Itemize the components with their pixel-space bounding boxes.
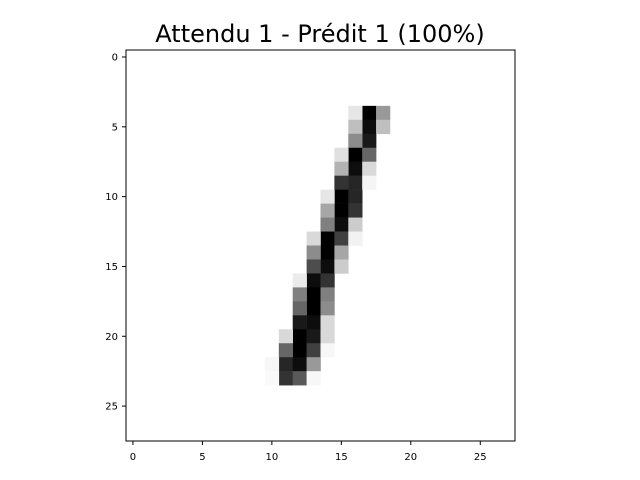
heatmap-cell — [292, 273, 307, 288]
plot-area — [125, 49, 516, 442]
heatmap-cell — [278, 329, 294, 344]
heatmap-cell — [320, 301, 335, 316]
heatmap-cell — [320, 287, 335, 302]
y-tick-label: 10 — [105, 192, 118, 203]
heatmap-cell — [362, 147, 377, 163]
heatmap-cell — [348, 161, 363, 176]
heatmap-cell — [278, 357, 294, 372]
heatmap-cell — [362, 105, 377, 121]
heatmap-cell — [348, 147, 363, 163]
heatmap-cell — [292, 357, 307, 372]
heatmap-cell — [376, 119, 391, 135]
heatmap-cell — [278, 343, 294, 358]
heatmap-cell — [334, 245, 349, 260]
heatmap-cell — [348, 175, 363, 190]
chart-title: Attendu 1 - Prédit 1 (100%) — [155, 20, 484, 48]
heatmap-cell — [348, 203, 363, 218]
heatmap-cell — [334, 203, 349, 218]
x-tick-label: 25 — [474, 452, 487, 463]
heatmap-cell — [334, 175, 349, 190]
heatmap-cell — [306, 301, 321, 316]
heatmap-cell — [306, 357, 321, 372]
heatmap-cell — [376, 105, 391, 121]
heatmap-cell — [320, 231, 335, 246]
heatmap-cell — [320, 217, 335, 232]
x-tick-label: 5 — [199, 452, 205, 463]
x-axis: 0 5 10 15 20 25 — [130, 441, 487, 463]
heatmap-cell — [334, 231, 349, 246]
y-tick-label: 5 — [112, 122, 118, 133]
pixel-layer — [264, 105, 391, 386]
heatmap-cell — [348, 119, 363, 135]
heatmap-cell — [362, 175, 377, 190]
x-tick-label: 0 — [130, 452, 136, 463]
heatmap-cell — [264, 371, 280, 386]
heatmap-cell — [320, 343, 335, 358]
heatmap-cell — [334, 217, 349, 232]
heatmap-cell — [292, 315, 307, 330]
heatmap-cell — [306, 245, 321, 260]
x-tick-label: 15 — [335, 452, 348, 463]
heatmap-cell — [362, 161, 377, 176]
heatmap-cell — [348, 105, 363, 121]
x-tick-label: 10 — [266, 452, 279, 463]
heatmap-cell — [348, 189, 363, 204]
heatmap-cell — [292, 287, 307, 302]
heatmap-cell — [320, 245, 335, 260]
heatmap-cell — [320, 259, 335, 274]
heatmap-cell — [306, 231, 321, 246]
heatmap-cell — [278, 371, 294, 386]
x-tick-label: 20 — [404, 452, 417, 463]
y-tick-label: 15 — [105, 262, 118, 273]
heatmap-cell — [306, 273, 321, 288]
y-tick-label: 0 — [112, 52, 118, 63]
heatmap-cell — [348, 133, 363, 149]
heatmap-cell — [306, 371, 321, 386]
heatmap-cell — [292, 371, 307, 386]
heatmap-cell — [362, 119, 377, 135]
heatmap-cell — [320, 315, 335, 330]
heatmap-cell — [306, 287, 321, 302]
heatmap-cell — [306, 259, 321, 274]
heatmap-cell — [334, 189, 349, 204]
y-tick-label: 20 — [105, 332, 118, 343]
heatmap-cell — [306, 329, 321, 344]
heatmap-cell — [334, 147, 349, 163]
heatmap-cell — [264, 357, 280, 372]
heatmap-cell — [320, 189, 335, 204]
plot-frame — [125, 49, 516, 442]
heatmap-cell — [334, 161, 349, 176]
heatmap-cell — [306, 315, 321, 330]
heatmap-cell — [348, 231, 363, 246]
heatmap-cell — [362, 133, 377, 149]
heatmap-cell — [348, 217, 363, 232]
heatmap-cell — [292, 343, 307, 358]
y-axis: 0 5 10 15 20 25 — [105, 52, 126, 413]
heatmap-cell — [292, 301, 307, 316]
heatmap-cell — [292, 329, 307, 344]
heatmap-cell — [334, 259, 349, 274]
heatmap-cell — [320, 203, 335, 218]
heatmap-cell — [320, 329, 335, 344]
heatmap-cell — [320, 273, 335, 288]
heatmap-cell — [306, 343, 321, 358]
y-tick-label: 25 — [105, 402, 118, 413]
